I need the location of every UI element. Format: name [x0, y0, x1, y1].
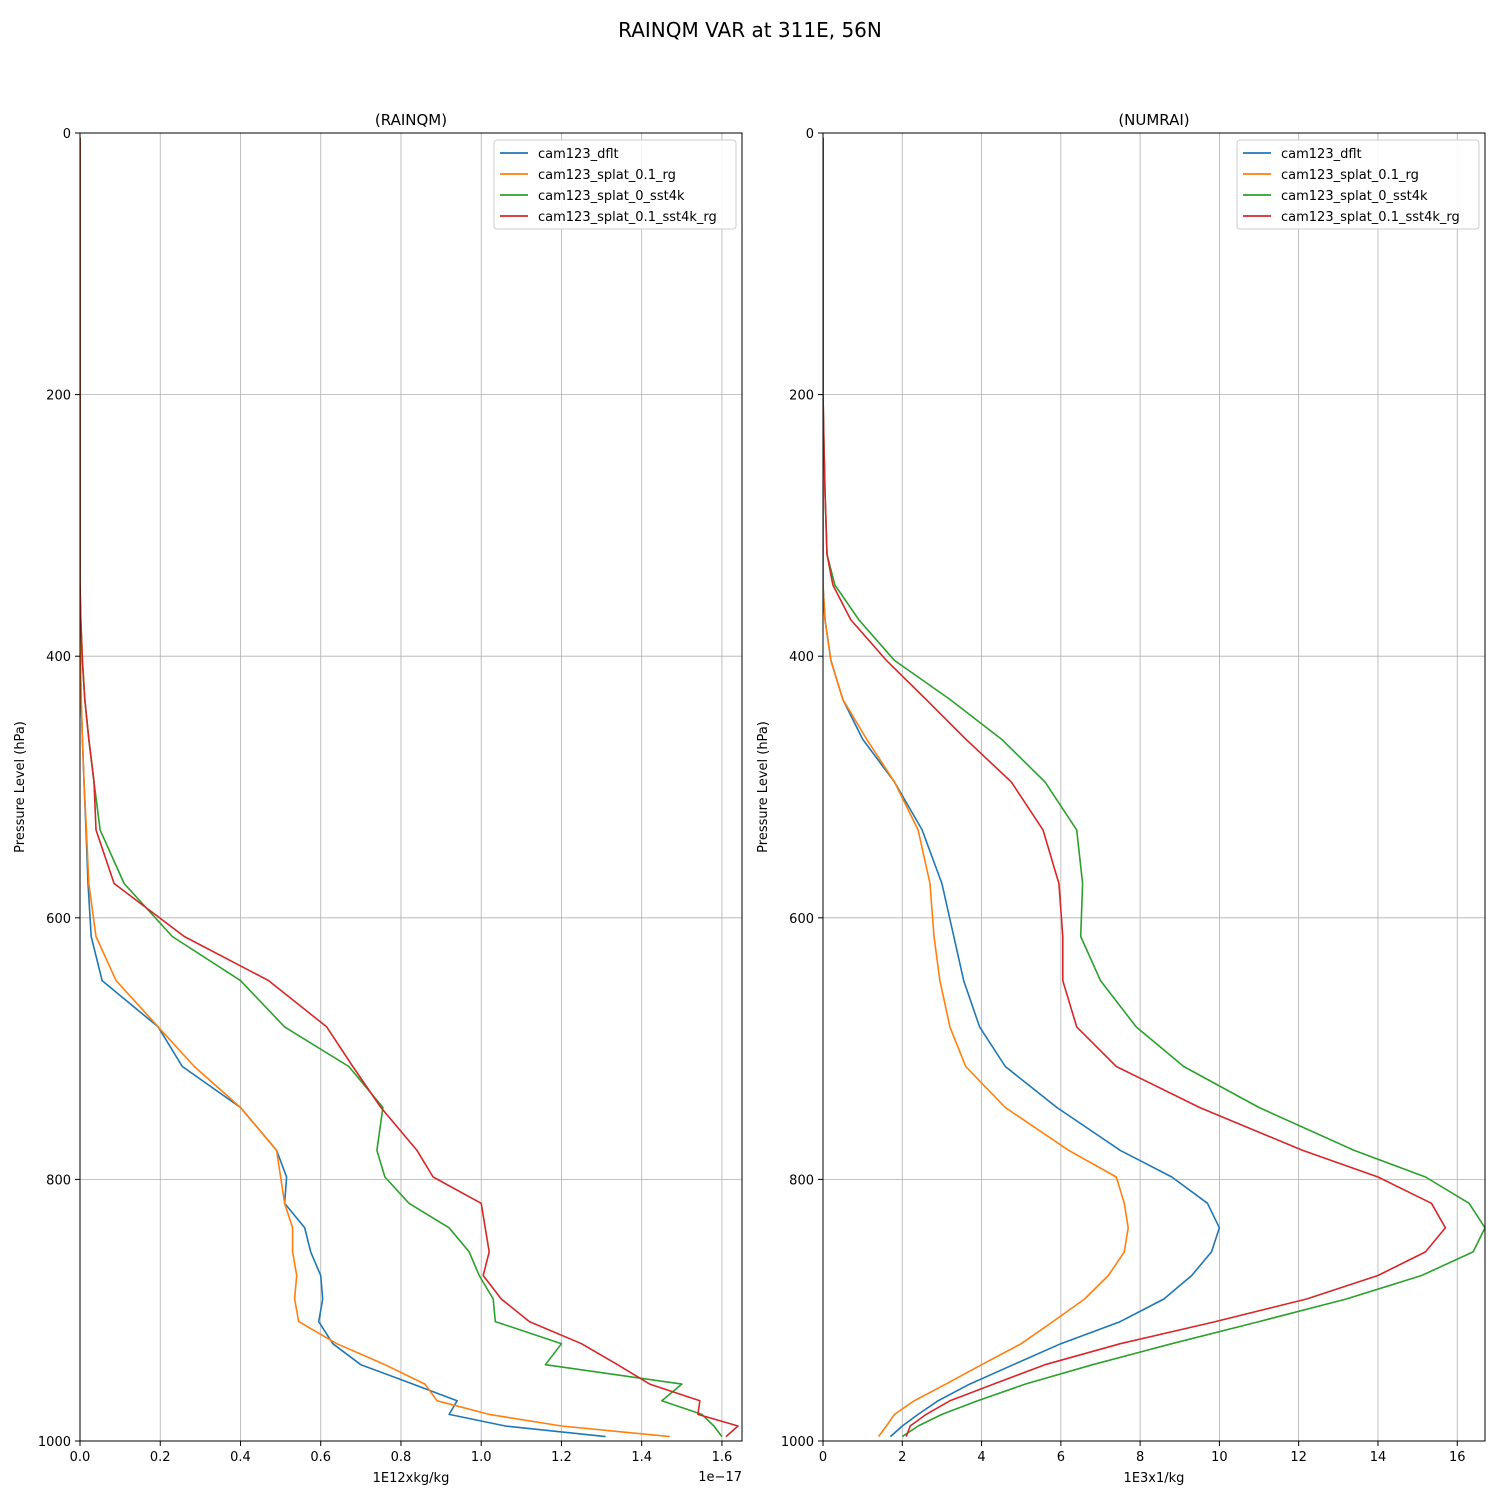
- legend-entry: cam123_dflt: [1281, 147, 1362, 162]
- x-tick-label: 1.2: [551, 1450, 572, 1465]
- x-tick-label: 1.6: [712, 1450, 733, 1465]
- series-line-cam123-dflt: [823, 137, 1221, 1438]
- x-tick-label: 1.4: [631, 1450, 652, 1465]
- x-tick-label: 14: [1370, 1450, 1387, 1465]
- x-tick-label: 10: [1211, 1450, 1228, 1465]
- legend: cam123_dflt cam123_splat_0.1_rg cam123_spl…: [1236, 139, 1480, 230]
- x-axis-label: 1E12xkg/kg: [373, 1471, 450, 1486]
- x-tick-label: 0.0: [70, 1450, 91, 1465]
- y-tick-label: 800: [46, 1173, 71, 1188]
- x-tick-label: 12: [1290, 1450, 1307, 1465]
- series-line-cam123-splat-0-1-rg: [823, 137, 1129, 1438]
- legend-entry: cam123_dflt: [538, 147, 619, 162]
- series-line-cam123-splat-0-sst4k: [823, 137, 1485, 1438]
- y-tick-label: 1000: [781, 1435, 814, 1450]
- y-axis-label: Pressure Level (hPa): [13, 721, 28, 853]
- legend-box: [1236, 139, 1480, 230]
- y-tick-label: 600: [789, 912, 814, 927]
- series-line-cam123-splat-0-sst4k: [80, 137, 723, 1438]
- y-tick-label: 200: [46, 389, 71, 404]
- y-tick-label: 800: [789, 1173, 814, 1188]
- y-tick-label: 200: [789, 389, 814, 404]
- numrai-panel: 0 2 4 6 8 10 12 14 16 0 200 400 600 800 1000 (NUMRAI) 1E…: [756, 111, 1486, 1486]
- y-tick-label: 0: [806, 127, 814, 142]
- rainqm-title: (RAINQM): [375, 111, 447, 129]
- legend: cam123_dflt cam123_splat_0.1_rg cam123_spl…: [493, 139, 737, 230]
- legend-entry: cam123_splat_0.1_rg: [538, 168, 676, 183]
- axes-frame: [79, 132, 743, 1442]
- x-offset-text: 1e−17: [698, 1470, 742, 1485]
- x-tick-label: 0.6: [310, 1450, 331, 1465]
- y-tick-label: 1000: [38, 1435, 71, 1450]
- series-line-cam123-splat-0-1-rg: [80, 137, 670, 1438]
- legend-entry: cam123_splat_0.1_sst4k_rg: [1281, 210, 1460, 225]
- x-tick-label: 0.8: [391, 1450, 412, 1465]
- x-tick-label: 16: [1449, 1450, 1466, 1465]
- axes-frame: [822, 132, 1486, 1442]
- numrai-title: (NUMRAI): [1118, 111, 1189, 129]
- x-tick-label: 6: [1057, 1450, 1065, 1465]
- legend-entry: cam123_splat_0_sst4k: [1281, 189, 1428, 204]
- legend-entry: cam123_splat_0_sst4k: [538, 189, 685, 204]
- x-tick-label: 0.2: [150, 1450, 171, 1465]
- legend-entry: cam123_splat_0.1_rg: [1281, 168, 1419, 183]
- y-tick-label: 600: [46, 912, 71, 927]
- x-tick-label: 2: [898, 1450, 906, 1465]
- y-axis-label: Pressure Level (hPa): [756, 721, 771, 853]
- y-tick-label: 400: [46, 650, 71, 665]
- legend-box: [493, 139, 737, 230]
- series-line-cam123-splat-0-1-sst4k-rg: [80, 137, 739, 1438]
- y-tick-label: 0: [63, 127, 71, 142]
- series-group: [823, 137, 1485, 1438]
- x-tick-label: 0: [819, 1450, 827, 1465]
- x-tick-label: 1.0: [471, 1450, 492, 1465]
- x-tick-label: 8: [1136, 1450, 1144, 1465]
- series-group: [80, 137, 739, 1438]
- x-tick-label: 0.4: [230, 1450, 251, 1465]
- rainqm-panel: 0.0 0.2 0.4 0.6 0.8 1.0 1.2 1.4 1.6 0 200 400 600 800…: [13, 111, 743, 1486]
- series-line-cam123-splat-0-1-sst4k-rg: [823, 137, 1447, 1437]
- y-tick-label: 400: [789, 650, 814, 665]
- series-line-cam123-dflt: [80, 137, 606, 1438]
- x-tick-label: 4: [977, 1450, 985, 1465]
- x-axis-label: 1E3x1/kg: [1124, 1471, 1185, 1486]
- figure-title: RAINQM VAR at 311E, 56N: [618, 18, 882, 42]
- legend-entry: cam123_splat_0.1_sst4k_rg: [538, 210, 717, 225]
